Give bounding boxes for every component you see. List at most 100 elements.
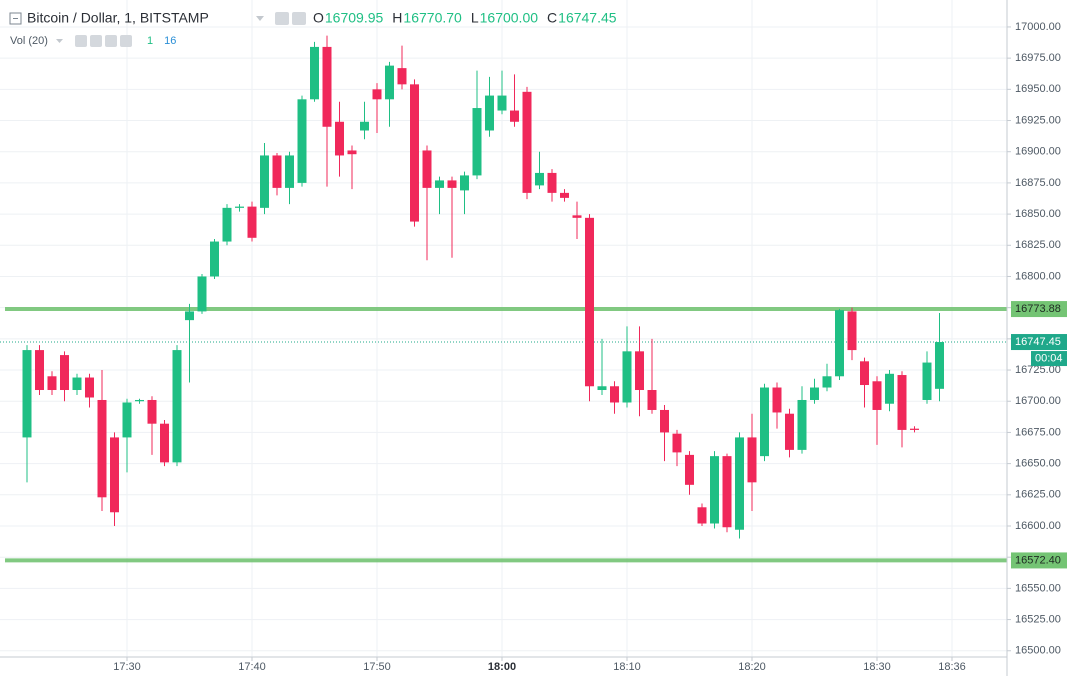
candle-body <box>297 99 307 183</box>
candle-body <box>272 155 282 188</box>
y-tick-label: 16700.00 <box>1015 395 1061 407</box>
candle-body <box>760 387 769 457</box>
y-tick-label: 16525.00 <box>1015 613 1061 625</box>
dropdown-icon[interactable] <box>256 16 264 21</box>
candle-body <box>160 423 169 463</box>
candle-body <box>735 437 744 530</box>
y-tick-label: 16500.00 <box>1015 645 1061 657</box>
ohlc-value: 16709.95 <box>325 10 384 26</box>
volume-title: Vol (20) <box>10 35 48 47</box>
candle-body <box>597 386 607 391</box>
settings-icon[interactable] <box>90 35 102 47</box>
level-tag <box>1011 552 1067 569</box>
y-tick-label: 16725.00 <box>1015 364 1061 376</box>
price-tags: 16773.88 16572.40 16747.45 00:04 <box>1011 301 1067 569</box>
y-tick-label: 16675.00 <box>1015 426 1061 438</box>
volume-readout: 1 16 <box>147 35 176 47</box>
candle-body <box>710 456 719 524</box>
ohlc-key: C <box>547 10 557 26</box>
y-tick-label: 16950.00 <box>1015 83 1061 95</box>
candle-body <box>335 121 344 156</box>
candle-body <box>622 351 632 403</box>
y-tick-label: 16875.00 <box>1015 177 1061 189</box>
candle-body <box>472 108 482 176</box>
candle-body <box>172 350 182 463</box>
candle-body <box>385 65 394 100</box>
candle-body <box>410 84 419 222</box>
volume-value: 16 <box>164 35 176 47</box>
y-tick-label: 16925.00 <box>1015 114 1061 126</box>
candle-body <box>447 180 457 188</box>
ohlc-key: L <box>471 10 479 26</box>
candle-body <box>835 310 844 377</box>
y-tick-label: 16825.00 <box>1015 239 1061 251</box>
candle-body <box>872 381 882 410</box>
y-tick-label: 16800.00 <box>1015 270 1061 282</box>
candle-body <box>185 311 194 321</box>
level-tag <box>1011 301 1067 318</box>
candle-body <box>110 437 119 513</box>
candle-body <box>772 387 782 413</box>
candle-body <box>60 355 69 391</box>
x-tick-label: 17:50 <box>363 661 391 673</box>
candle-body <box>72 377 82 391</box>
candle-body <box>885 373 894 404</box>
x-tick-label: 18:36 <box>938 661 966 673</box>
candle-body <box>510 110 519 122</box>
y-tick-label: 16650.00 <box>1015 458 1061 470</box>
candle-body <box>672 433 682 453</box>
candle-body <box>785 413 794 450</box>
y-tick-label: 16550.00 <box>1015 582 1061 594</box>
x-tick-label: 17:40 <box>238 661 266 673</box>
visibility-icon[interactable] <box>75 35 87 47</box>
candle-body <box>22 350 32 438</box>
collapse-icon[interactable] <box>9 12 22 25</box>
x-tick-label: 18:30 <box>863 661 891 673</box>
candle-body <box>897 375 907 430</box>
x-tick-label: 17:30 <box>113 661 141 673</box>
candle-body <box>360 121 369 131</box>
candle-body <box>685 454 694 485</box>
ohlc-key: H <box>392 10 402 26</box>
level-tag-label: 16572.40 <box>1015 554 1061 566</box>
candle-body <box>197 276 207 312</box>
candle-body <box>97 399 107 498</box>
candle-body <box>247 206 257 238</box>
candle-body <box>35 350 44 391</box>
candle-body <box>647 390 657 410</box>
candle-body <box>922 362 932 400</box>
visibility-icon[interactable] <box>275 12 289 25</box>
candle-body <box>635 351 644 391</box>
ohlc-value: 16770.70 <box>403 10 462 26</box>
candle-body <box>485 95 494 131</box>
candle-body <box>497 95 507 111</box>
x-tick-label: 18:20 <box>738 661 766 673</box>
y-tick-label: 16625.00 <box>1015 489 1061 501</box>
candle-body <box>847 311 857 351</box>
candle-body <box>747 437 757 483</box>
remove-icon[interactable] <box>120 35 132 47</box>
candle-body <box>585 217 594 387</box>
add-icon[interactable] <box>105 35 117 47</box>
candle-body <box>522 91 532 193</box>
candle-body <box>697 507 707 524</box>
candle-body <box>310 46 319 100</box>
candle-body <box>235 206 244 208</box>
dropdown-icon[interactable] <box>56 39 63 43</box>
countdown-tag <box>1031 351 1067 367</box>
x-tick-label: 18:00 <box>488 661 516 673</box>
settings-icon[interactable] <box>292 12 306 25</box>
candle-body <box>435 180 444 188</box>
x-tick-label: 18:10 <box>613 661 641 673</box>
candle-body <box>572 215 582 218</box>
candle-body <box>135 399 144 402</box>
price-tag <box>1011 334 1067 351</box>
y-tick-label: 17000.00 <box>1015 21 1061 33</box>
candle-body <box>372 89 382 100</box>
countdown-label: 00:04 <box>1035 352 1063 364</box>
candle-body <box>122 402 132 438</box>
candle-body <box>460 175 469 191</box>
candle-body <box>560 192 569 198</box>
ohlc-value: 16747.45 <box>558 10 617 26</box>
